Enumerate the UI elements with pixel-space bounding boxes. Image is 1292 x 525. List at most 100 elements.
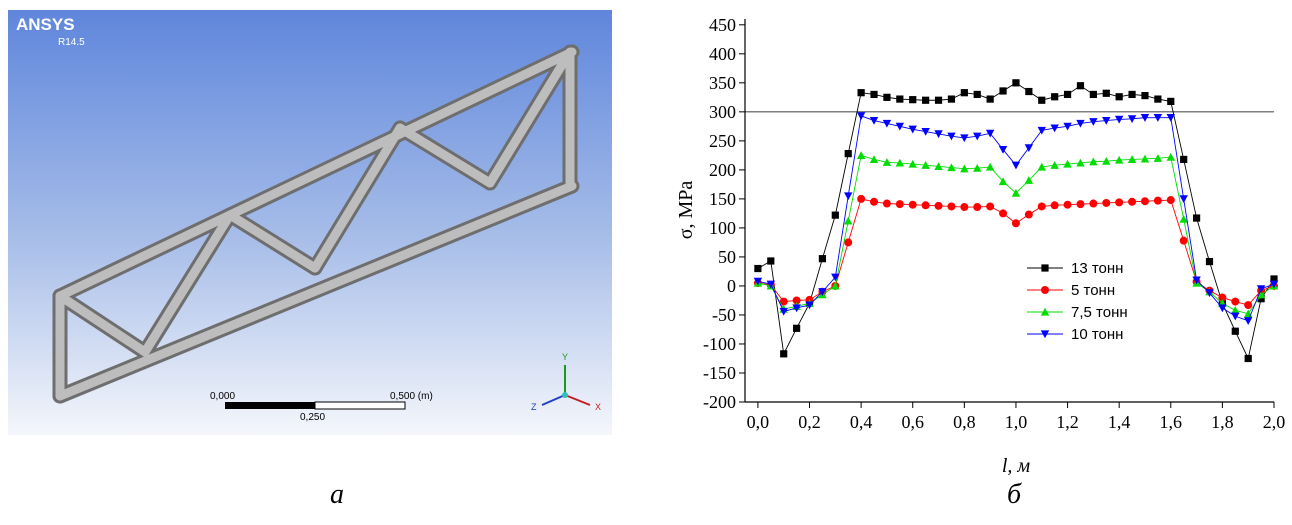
y-tick-label: -150 [703,363,736,383]
marker [1167,196,1175,204]
marker [780,350,787,357]
axis-label: Z [531,402,537,412]
marker [922,201,930,209]
marker [1012,79,1019,86]
y-tick-label: -100 [703,334,736,354]
x-tick-label: 0,0 [747,412,770,432]
y-tick-label: 150 [709,189,736,209]
marker [1090,91,1097,98]
marker [832,212,839,219]
marker [1141,92,1148,99]
marker [754,265,761,272]
version: R14.5 [58,37,85,48]
legend-label: 5 тонн [1071,282,1115,299]
marker [1180,237,1188,245]
marker [1038,97,1045,104]
axis-label: Y [562,352,568,362]
marker [844,217,852,225]
y-tick-label: -50 [712,305,736,325]
y-tick-label: 250 [709,131,736,151]
marker [1141,197,1149,205]
marker [883,200,891,208]
marker [1025,211,1033,219]
marker [1115,198,1123,206]
legend-label: 7,5 тонн [1071,304,1128,321]
marker [987,95,994,102]
y-tick-label: 0 [727,276,736,296]
y-tick-label: 100 [709,218,736,238]
marker [1206,258,1213,265]
figure: ANSYS R14.5 0,000 0,500 (m) 0,250 Y X Z … [0,0,1292,525]
marker [1038,127,1046,135]
marker [870,91,877,98]
x-axis-label: l, м [1002,455,1031,477]
marker [1244,317,1252,325]
marker [1180,156,1187,163]
marker [1025,144,1033,152]
marker [819,255,826,262]
marker [1012,162,1020,170]
marker [973,203,981,211]
marker [870,198,878,206]
x-tick-label: 1,8 [1211,412,1234,432]
marker [1025,88,1032,95]
marker [1051,201,1059,209]
legend-marker [1041,264,1048,271]
marker [1089,200,1097,208]
marker [1128,198,1136,206]
marker [909,201,917,209]
marker [1231,313,1239,321]
axis-label: X [595,402,601,412]
marker [1245,355,1252,362]
scale-label: 0,000 [210,391,235,402]
scale-bar [315,402,405,409]
marker [1064,201,1072,209]
x-tick-label: 0,2 [798,412,821,432]
page: {"panel_a": {"logo": "ANSYS", "version":… [0,0,1292,525]
marker [857,151,865,159]
marker [1012,219,1020,227]
marker [1064,91,1071,98]
chart: σ, MPa l, м -200-150-100-500501001502002… [675,15,1285,477]
y-tick-label: 300 [709,102,736,122]
marker [883,94,890,101]
marker [948,95,955,102]
x-tick-label: 0,6 [901,412,924,432]
y-tick-label: -200 [703,392,736,412]
legend-label: 13 тонн [1071,260,1123,277]
marker [999,209,1007,217]
marker [1077,82,1084,89]
marker [1218,304,1226,312]
y-tick-label: 350 [709,73,736,93]
y-tick-label: 400 [709,44,736,64]
x-tick-label: 1,2 [1056,412,1079,432]
marker [986,163,994,171]
x-tick-label: 0,8 [953,412,976,432]
marker [793,325,800,332]
marker [922,97,929,104]
scale-label: 0,250 [300,412,325,423]
marker [1231,298,1239,306]
marker [1128,91,1135,98]
caption: а [330,479,344,510]
marker [947,202,955,210]
x-tick-label: 1,6 [1160,412,1183,432]
marker [1244,301,1252,309]
marker [974,91,981,98]
marker [858,89,865,96]
marker [1076,200,1084,208]
scale-bar [225,402,315,409]
marker [896,95,903,102]
y-tick-label: 200 [709,160,736,180]
y-tick-label: 450 [709,15,736,35]
marker [896,200,904,208]
marker [1167,98,1174,105]
marker [999,87,1006,94]
marker [909,96,916,103]
marker [1193,214,1200,221]
marker [1179,195,1187,203]
marker [1051,93,1058,100]
marker [870,155,878,163]
legend-label: 10 тонн [1071,326,1123,343]
marker [1102,199,1110,207]
